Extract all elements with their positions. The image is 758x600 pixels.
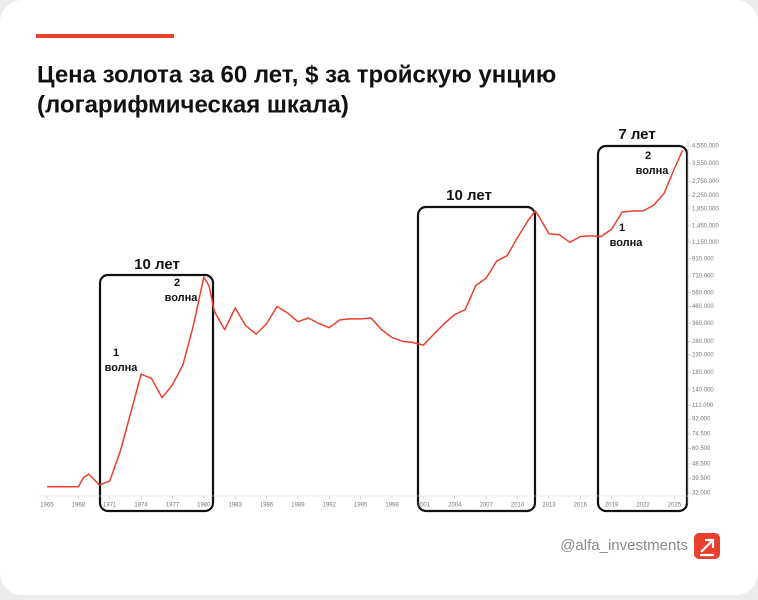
y-tick-label: 910.000: [692, 256, 714, 262]
annotation: 10 лет: [446, 187, 492, 204]
x-tick-label: 1965: [40, 503, 54, 509]
annotation: 2: [174, 277, 180, 289]
y-tick-label: 230.000: [692, 353, 714, 359]
x-tick-label: 2004: [448, 503, 462, 509]
y-tick-label: 560.000: [692, 290, 714, 296]
annotation: волна: [610, 237, 644, 249]
chart-subtitle: (логарифмическая шкала): [37, 91, 349, 118]
plot: 32.000 39.500 48.500 60.500 74.500 92.000 112.…: [36, 140, 719, 509]
y-tick-label: 112.000: [692, 403, 714, 409]
y-tick-label: 39.500: [692, 476, 711, 482]
period-box: [416, 205, 537, 513]
x-tick-label: 1980: [197, 503, 211, 509]
y-tick-label: 3,550.000: [692, 161, 719, 167]
x-tick-label: 1974: [134, 503, 148, 509]
x-tick-label: 1995: [354, 503, 368, 509]
y-tick-label: 710.000: [692, 274, 714, 280]
y-tick-label: 460.000: [692, 304, 714, 310]
y-tick-label: 60.500: [692, 446, 711, 452]
x-tick-label: 1986: [260, 503, 274, 509]
x-tick-label: 1998: [385, 503, 399, 509]
y-tick-label: 32.000: [692, 491, 711, 497]
x-tick-label: 2007: [479, 503, 493, 509]
period-box: [596, 144, 689, 513]
x-tick-label: 2022: [636, 503, 650, 509]
chart-title: Цена золота за 60 лет, $ за тройскую унц…: [37, 61, 556, 88]
y-tick-label: 48.500: [692, 462, 711, 468]
annotation: 1: [619, 222, 625, 234]
y-tick-label: 140.000: [692, 387, 714, 393]
logo-arrow: [700, 538, 715, 557]
annotation: волна: [105, 362, 139, 374]
x-tick-label: 1968: [72, 503, 86, 509]
annotation: 1: [113, 347, 119, 359]
annotation: волна: [636, 165, 670, 177]
logo: [694, 533, 720, 559]
y-tick-label: 1,450.000: [692, 224, 719, 230]
y-tick-label: 180.000: [692, 370, 714, 376]
x-tick-label: 2001: [417, 503, 431, 509]
x-tick-label: 2019: [605, 503, 619, 509]
y-tick-label: 2,250.000: [692, 193, 719, 199]
y-tick-label: 280.000: [692, 339, 714, 345]
y-tick-label: 1,850.000: [692, 207, 719, 213]
x-tick-label: 2010: [511, 503, 525, 509]
accent-bar: [36, 34, 174, 38]
footer-handle: @alfa_investments: [560, 537, 688, 554]
y-tick-label: 74.500: [692, 432, 711, 438]
x-tick-label: 1989: [291, 503, 305, 509]
annotation: 7 лет: [618, 126, 655, 143]
period-box: [98, 273, 215, 513]
x-tick-label: 1977: [166, 503, 180, 509]
y-tick-label: 4,550.000: [692, 144, 719, 150]
annotation: 10 лет: [134, 256, 180, 273]
x-tick-label: 2013: [542, 503, 556, 509]
y-tick-label: 2,750.000: [692, 179, 719, 185]
x-tick-label: 1992: [323, 503, 337, 509]
x-tick-label: 1971: [103, 503, 117, 509]
x-tick-label: 2016: [574, 503, 588, 509]
y-tick-label: 1,150.000: [692, 240, 719, 246]
x-tick-label: 2025: [668, 503, 682, 509]
period-boxes: [98, 144, 689, 513]
x-tick-label: 1983: [229, 503, 243, 509]
y-tick-label: 360.000: [692, 321, 714, 327]
annotation: волна: [165, 292, 199, 304]
y-tick-label: 92.000: [692, 417, 711, 423]
price-line: [47, 149, 684, 488]
annotation: 2: [645, 150, 651, 162]
